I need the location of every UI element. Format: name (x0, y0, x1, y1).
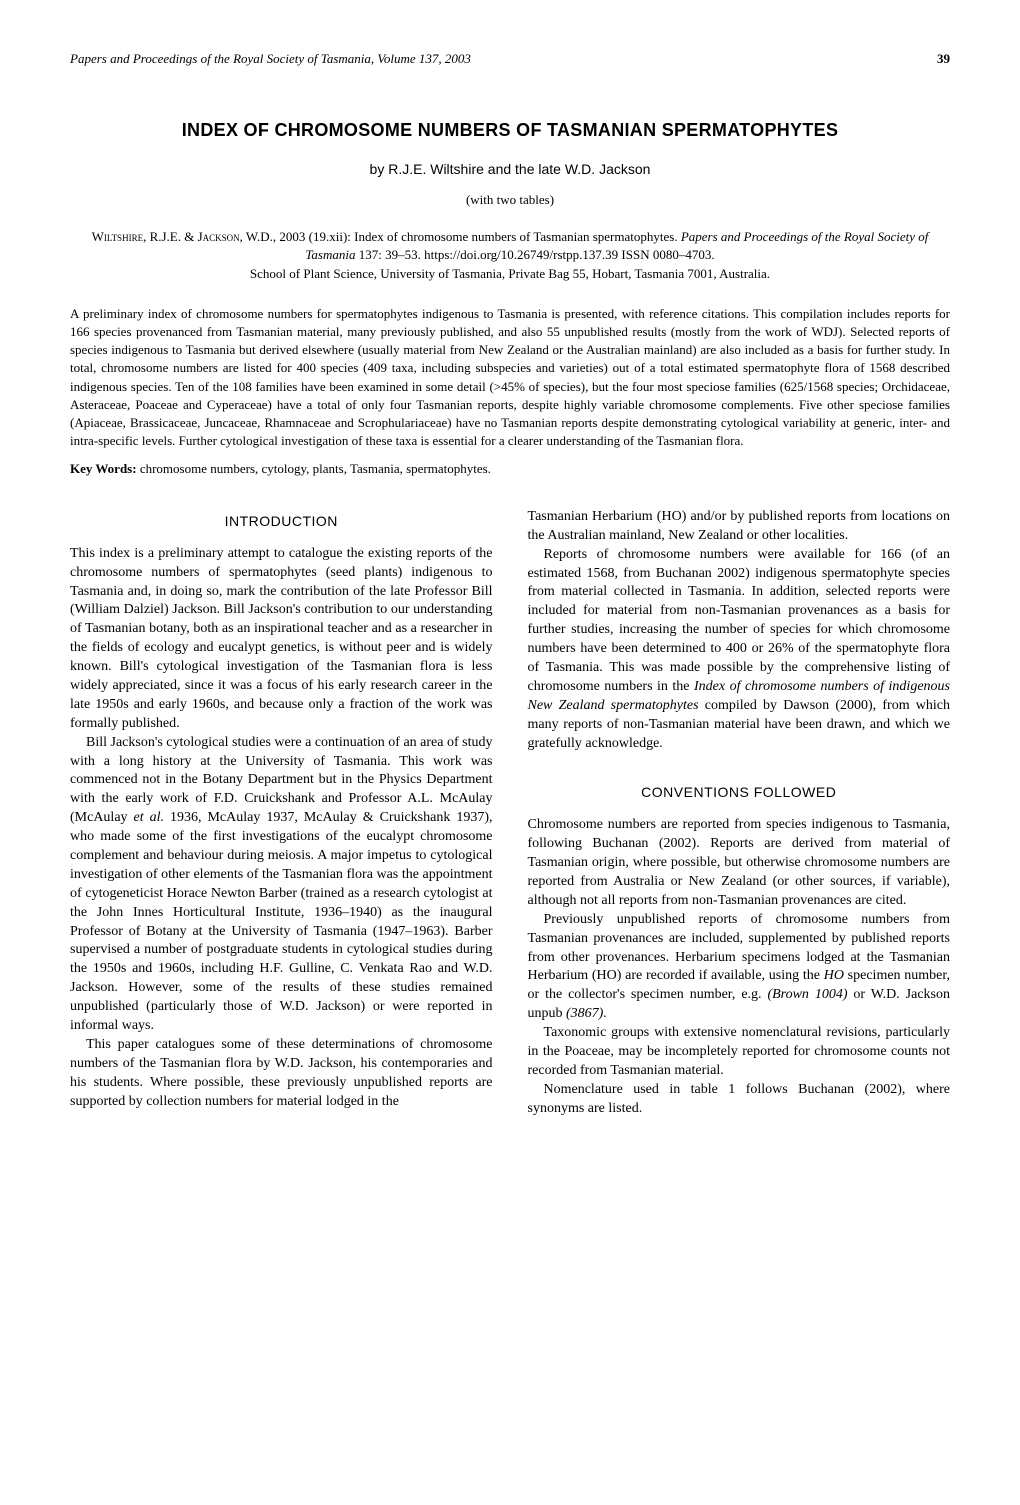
keywords-label: Key Words: (70, 461, 137, 476)
intro-para-2: Bill Jackson's cytological studies were … (70, 734, 493, 1036)
conventions-para-3: Taxonomic groups with extensive nomencla… (528, 1024, 951, 1081)
journal-name: Papers and Proceedings of the Royal Soci… (70, 50, 471, 68)
intro-para-1: This index is a preliminary attempt to c… (70, 545, 493, 734)
introduction-heading: INTRODUCTION (70, 512, 493, 531)
tables-note: (with two tables) (70, 191, 950, 209)
two-column-body: INTRODUCTION This index is a preliminary… (70, 508, 950, 1119)
abstract: A preliminary index of chromosome number… (70, 305, 950, 451)
keywords-text: chromosome numbers, cytology, plants, Ta… (137, 461, 491, 476)
right-column: Tasmanian Herbarium (HO) and/or by publi… (528, 508, 951, 1119)
intro-para-3: This paper catalogues some of these dete… (70, 1036, 493, 1112)
authors: by R.J.E. Wiltshire and the late W.D. Ja… (70, 160, 950, 179)
citation-year: , 2003 (19.xii): Index of chromosome num… (273, 229, 681, 244)
citation-block: Wiltshire, R.J.E. & Jackson, W.D., 2003 … (80, 228, 940, 283)
conventions-para-1: Chromosome numbers are reported from spe… (528, 816, 951, 910)
conventions-para-2: Previously unpublished reports of chromo… (528, 911, 951, 1024)
running-header: Papers and Proceedings of the Royal Soci… (70, 50, 950, 68)
citation-authors: Wiltshire, R.J.E. & Jackson, W.D. (92, 229, 273, 244)
intro-para-3-cont: Tasmanian Herbarium (HO) and/or by publi… (528, 508, 951, 546)
citation-affiliation: School of Plant Science, University of T… (250, 266, 770, 281)
intro-para-4: Reports of chromosome numbers were avail… (528, 546, 951, 754)
conventions-para-4: Nomenclature used in table 1 follows Buc… (528, 1081, 951, 1119)
paper-title: INDEX OF CHROMOSOME NUMBERS OF TASMANIAN… (70, 118, 950, 142)
conventions-heading: CONVENTIONS FOLLOWED (528, 783, 951, 802)
left-column: INTRODUCTION This index is a preliminary… (70, 508, 493, 1119)
citation-volpages: 137: 39–53. https://doi.org/10.26749/rst… (356, 247, 715, 262)
page-number: 39 (937, 50, 950, 68)
keywords-line: Key Words: chromosome numbers, cytology,… (70, 460, 950, 478)
